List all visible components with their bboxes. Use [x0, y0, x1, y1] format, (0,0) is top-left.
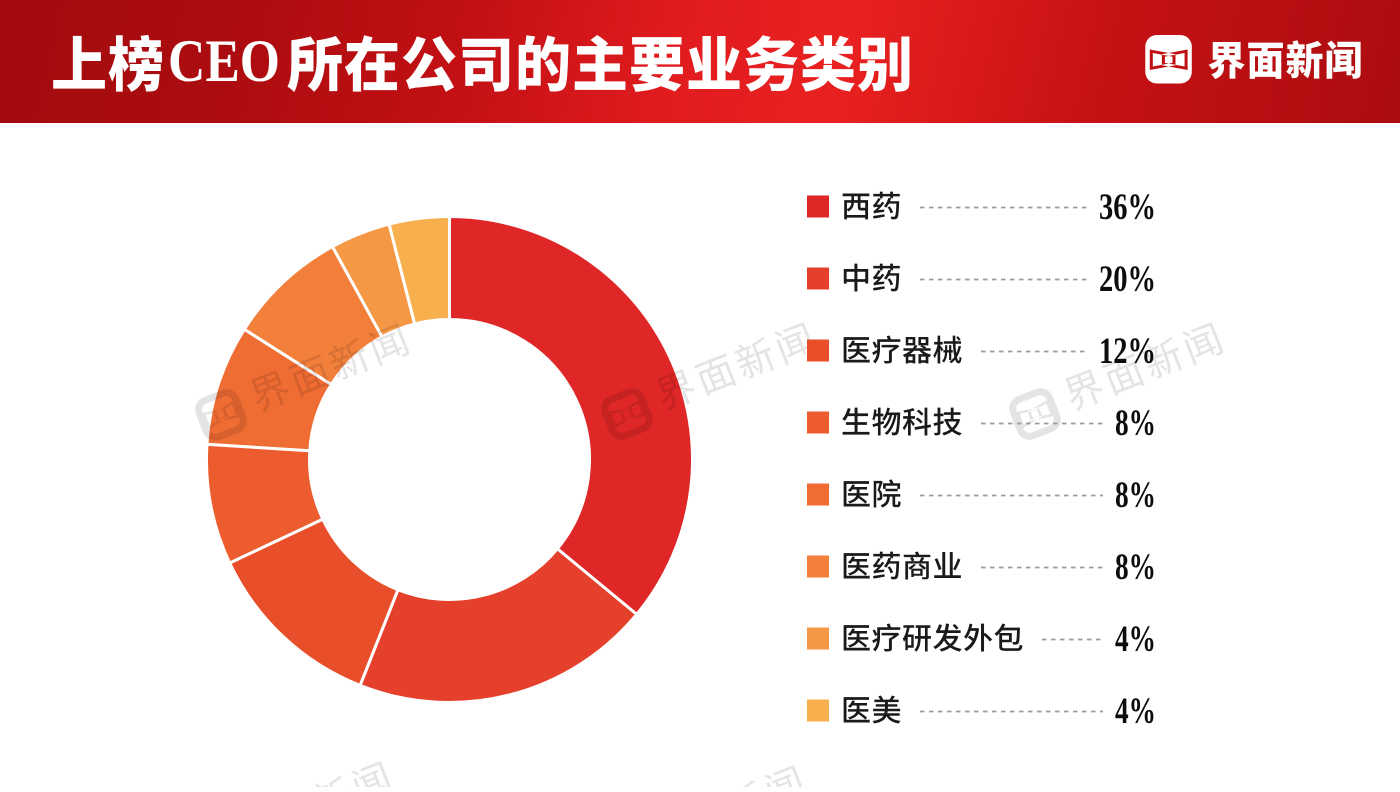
svg-text:8%: 8% [1115, 475, 1156, 516]
svg-text:4%: 4% [1115, 619, 1156, 660]
svg-text:8%: 8% [1115, 403, 1156, 444]
svg-text:CEO: CEO [168, 28, 280, 94]
svg-text:36%: 36% [1099, 187, 1156, 228]
svg-text:8%: 8% [1115, 547, 1156, 588]
svg-text:4%: 4% [1115, 691, 1156, 732]
svg-text:12%: 12% [1099, 331, 1156, 372]
svg-text:20%: 20% [1099, 259, 1156, 300]
